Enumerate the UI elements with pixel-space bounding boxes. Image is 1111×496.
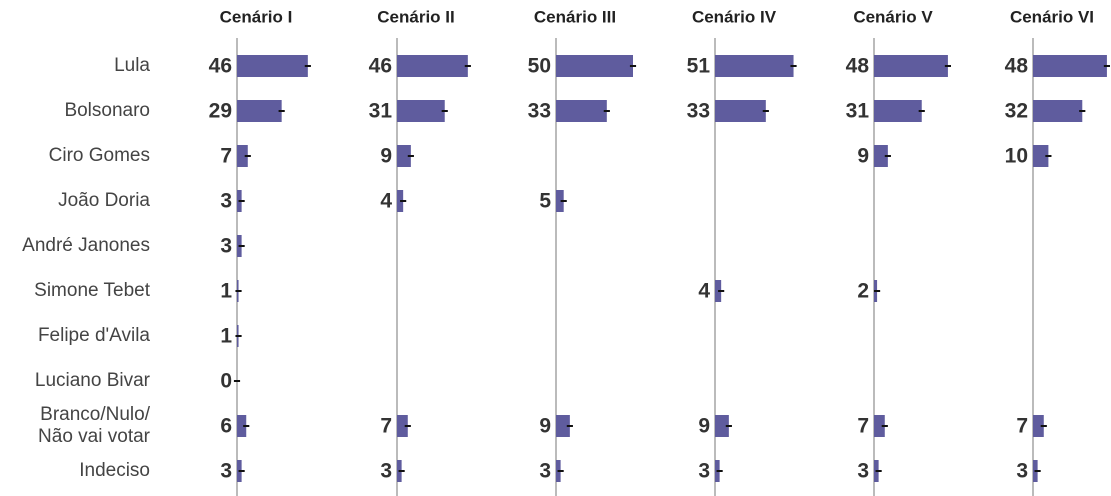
- panel-title: Cenário I: [220, 7, 293, 26]
- bar: [397, 415, 408, 437]
- value-label: 48: [1005, 55, 1029, 78]
- bar: [556, 100, 607, 122]
- bar: [556, 415, 570, 437]
- value-label: 4: [380, 190, 392, 213]
- value-label: 6: [220, 415, 232, 438]
- value-label: 7: [380, 415, 392, 438]
- value-label: 1: [220, 280, 232, 303]
- bar: [874, 55, 948, 77]
- value-label: 3: [1016, 460, 1028, 483]
- panel-title: Cenário II: [377, 7, 454, 26]
- value-label: 3: [380, 460, 392, 483]
- value-label: 48: [846, 55, 870, 78]
- bar: [715, 55, 794, 77]
- bar: [556, 190, 564, 212]
- panel-title: Cenário IV: [692, 7, 777, 26]
- value-label: 31: [846, 100, 870, 123]
- value-label: 7: [220, 145, 232, 168]
- value-label: 46: [369, 55, 392, 78]
- value-label: 33: [687, 100, 710, 123]
- category-label: André Janones: [22, 235, 150, 256]
- value-label: 10: [1005, 145, 1028, 168]
- category-label: João Doria: [58, 190, 150, 211]
- bar: [1033, 100, 1083, 122]
- bar: [237, 145, 248, 167]
- bar: [397, 55, 468, 77]
- panel-title: Cenário V: [853, 7, 933, 26]
- category-label: Lula: [114, 55, 150, 76]
- category-label: Indeciso: [79, 460, 150, 481]
- category-label: Ciro Gomes: [48, 145, 150, 166]
- value-label: 46: [209, 55, 232, 78]
- value-label: 3: [539, 460, 551, 483]
- value-label: 7: [857, 415, 869, 438]
- value-label: 0: [220, 370, 232, 393]
- bar: [1033, 145, 1049, 167]
- value-label: 3: [698, 460, 710, 483]
- value-label: 2: [857, 280, 869, 303]
- bar: [1033, 55, 1107, 77]
- value-label: 7: [1016, 415, 1028, 438]
- panel-title: Cenário VI: [1010, 7, 1094, 26]
- category-label: Luciano Bivar: [34, 370, 150, 391]
- value-label: 33: [528, 100, 551, 123]
- bar: [237, 55, 308, 77]
- value-label: 51: [687, 55, 711, 78]
- value-label: 1: [220, 325, 232, 348]
- bar: [715, 100, 766, 122]
- value-label: 50: [528, 55, 551, 78]
- value-label: 9: [539, 415, 551, 438]
- bar: [237, 100, 282, 122]
- bar: [874, 415, 885, 437]
- bar: [874, 145, 888, 167]
- value-label: 3: [220, 460, 232, 483]
- value-label: 31: [369, 100, 393, 123]
- bar: [237, 415, 247, 437]
- value-label: 3: [857, 460, 869, 483]
- category-label: Felipe d'Avila: [37, 325, 150, 346]
- bar: [556, 55, 633, 77]
- value-label: 5: [539, 190, 551, 213]
- value-label: 9: [698, 415, 710, 438]
- category-label: Bolsonaro: [64, 100, 150, 121]
- value-label: 4: [698, 280, 710, 303]
- bar: [397, 100, 445, 122]
- bar: [715, 415, 729, 437]
- value-label: 9: [380, 145, 392, 168]
- value-label: 3: [220, 190, 232, 213]
- bar: [874, 100, 922, 122]
- bar: [397, 145, 411, 167]
- value-label: 29: [209, 100, 232, 123]
- category-label: Simone Tebet: [34, 280, 150, 301]
- value-label: 9: [857, 145, 869, 168]
- bar: [1033, 415, 1044, 437]
- category-label: Branco/Nulo/ Não vai votar: [38, 404, 150, 447]
- panel-title: Cenário III: [534, 7, 616, 26]
- value-label: 3: [220, 235, 232, 258]
- bar: [715, 280, 722, 302]
- value-label: 32: [1005, 100, 1028, 123]
